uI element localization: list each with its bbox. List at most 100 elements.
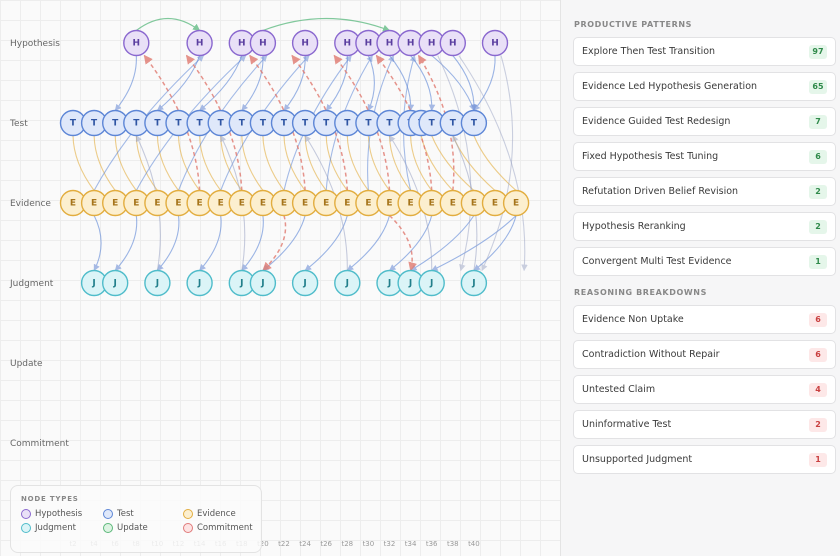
time-tick: t20 bbox=[257, 540, 269, 548]
evidence-node[interactable]: E bbox=[186, 189, 213, 217]
time-tick: t36 bbox=[426, 540, 438, 548]
node-letter: T bbox=[323, 119, 330, 129]
update-edge bbox=[262, 17, 391, 32]
hypothesis-node[interactable]: H bbox=[249, 29, 277, 57]
pattern-card-uninformative-test[interactable]: Uninformative Test 2 bbox=[573, 410, 836, 439]
node-type-legend: NODE TYPES Hypothesis Test Evidence Judgmen… bbox=[10, 485, 262, 553]
time-tick: t38 bbox=[447, 540, 459, 548]
edge bbox=[241, 215, 264, 271]
judgment-node[interactable]: J bbox=[144, 269, 171, 297]
pattern-label: Untested Claim bbox=[582, 384, 656, 395]
legend-label: Commitment bbox=[197, 523, 253, 533]
hypothesis-node[interactable]: H bbox=[186, 29, 213, 57]
judgment-node[interactable]: J bbox=[460, 269, 488, 297]
pattern-card-contradiction-without-repair[interactable]: Contradiction Without Repair 6 bbox=[573, 340, 836, 369]
pattern-card-evidence-led-hypothesis-generation[interactable]: Evidence Led Hypothesis Generation 65 bbox=[573, 72, 836, 101]
test-node[interactable]: T bbox=[376, 109, 403, 137]
node-letter: J bbox=[387, 279, 391, 289]
node-letter: E bbox=[408, 199, 414, 209]
node-letter: H bbox=[365, 39, 373, 49]
pattern-count-badge: 2 bbox=[809, 417, 827, 432]
pattern-card-untested-claim[interactable]: Untested Claim 4 bbox=[573, 375, 836, 404]
edge bbox=[72, 135, 95, 191]
node-letter: T bbox=[133, 119, 140, 129]
pattern-card-explore-then-test-transition[interactable]: Explore Then Test Transition 97 bbox=[573, 37, 836, 66]
evidence-node[interactable]: E bbox=[502, 189, 530, 217]
node-letter: T bbox=[197, 119, 204, 129]
pattern-card-fixed-hypothesis-test-tuning[interactable]: Fixed Hypothesis Test Tuning 6 bbox=[573, 142, 836, 171]
hypothesis-node[interactable]: H bbox=[439, 29, 466, 57]
node-letter: T bbox=[386, 119, 393, 129]
time-tick: t32 bbox=[384, 540, 396, 548]
edge bbox=[437, 55, 472, 272]
pattern-label: Refutation Driven Belief Revision bbox=[582, 186, 739, 197]
hypothesis-node[interactable]: H bbox=[291, 29, 319, 57]
judgment-node[interactable]: J bbox=[291, 269, 319, 297]
pattern-card-refutation-driven-belief-revision[interactable]: Refutation Driven Belief Revision 2 bbox=[573, 177, 836, 206]
node-letter: J bbox=[155, 279, 159, 289]
node-letter: H bbox=[386, 39, 394, 49]
edge bbox=[367, 55, 375, 112]
pattern-count-badge: 6 bbox=[809, 347, 827, 362]
judgment-node[interactable]: J bbox=[418, 269, 445, 297]
node-letter: J bbox=[408, 279, 412, 289]
hypothesis-node[interactable]: H bbox=[481, 29, 509, 57]
evidence-node[interactable]: E bbox=[439, 189, 466, 217]
judgment-node[interactable]: J bbox=[334, 269, 361, 297]
hypothesis-node[interactable]: H bbox=[355, 29, 382, 57]
node-circle bbox=[186, 269, 213, 297]
node-letter: E bbox=[218, 199, 224, 209]
pattern-card-convergent-multi-test-evidence[interactable]: Convergent Multi Test Evidence 1 bbox=[573, 247, 836, 276]
edge bbox=[199, 135, 222, 191]
legend-item-commitment: Commitment bbox=[183, 523, 263, 533]
pattern-count-badge: 65 bbox=[809, 79, 827, 94]
pattern-count-badge: 6 bbox=[809, 312, 827, 327]
legend-swatch bbox=[103, 523, 113, 533]
legend-label: Hypothesis bbox=[35, 509, 83, 519]
edge bbox=[156, 135, 179, 191]
node-circle bbox=[460, 269, 488, 297]
node-letter: H bbox=[407, 39, 415, 49]
commitment-edge bbox=[185, 54, 243, 191]
legend-label: Update bbox=[117, 523, 148, 533]
node-letter: H bbox=[491, 39, 499, 49]
node-letter: T bbox=[91, 119, 98, 129]
pattern-count-badge: 1 bbox=[809, 452, 827, 467]
judgment-node[interactable]: J bbox=[186, 269, 213, 297]
test-node[interactable]: T bbox=[249, 109, 277, 137]
node-letter: E bbox=[471, 199, 477, 209]
node-letter: H bbox=[449, 39, 457, 49]
test-node[interactable]: T bbox=[460, 109, 488, 137]
test-node[interactable]: T bbox=[270, 109, 298, 137]
test-node[interactable]: T bbox=[313, 109, 340, 137]
hypothesis-node[interactable]: H bbox=[334, 29, 361, 57]
edge bbox=[262, 215, 306, 271]
judgment-node[interactable]: J bbox=[101, 269, 129, 297]
node-circle bbox=[186, 29, 213, 57]
node-letter: E bbox=[323, 199, 329, 209]
node-letter: H bbox=[133, 39, 141, 49]
reasoning-graph: Hypothesis Test Evidence Judgment Update Comm… bbox=[9, 17, 530, 548]
hypothesis-node[interactable]: H bbox=[123, 29, 150, 57]
pattern-card-unsupported-judgment[interactable]: Unsupported Judgment 1 bbox=[573, 445, 836, 474]
edge bbox=[325, 55, 348, 112]
judgment-node[interactable]: J bbox=[249, 269, 277, 297]
evidence-node[interactable]: E bbox=[59, 189, 87, 217]
pattern-card-evidence-non-uptake[interactable]: Evidence Non Uptake 6 bbox=[573, 305, 836, 334]
pattern-card-evidence-guided-test-redesign[interactable]: Evidence Guided Test Redesign 7 bbox=[573, 107, 836, 136]
time-tick: t34 bbox=[405, 540, 417, 548]
node-letter: E bbox=[281, 199, 287, 209]
node-letter: T bbox=[112, 119, 119, 129]
time-tick: t28 bbox=[341, 540, 353, 548]
pattern-card-hypothesis-reranking[interactable]: Hypothesis Reranking 2 bbox=[573, 212, 836, 241]
pattern-label: Contradiction Without Repair bbox=[582, 349, 720, 360]
node-letter: E bbox=[386, 199, 392, 209]
time-tick: t30 bbox=[363, 540, 375, 548]
evidence-node[interactable]: E bbox=[165, 189, 192, 217]
edge bbox=[93, 215, 102, 272]
node-circle bbox=[291, 29, 319, 57]
node-letter: T bbox=[218, 119, 225, 129]
node-letter: J bbox=[302, 279, 306, 289]
edge bbox=[431, 215, 517, 271]
reasoning-graph-canvas[interactable]: Hypothesis Test Evidence Judgment Update Comm… bbox=[0, 0, 560, 556]
